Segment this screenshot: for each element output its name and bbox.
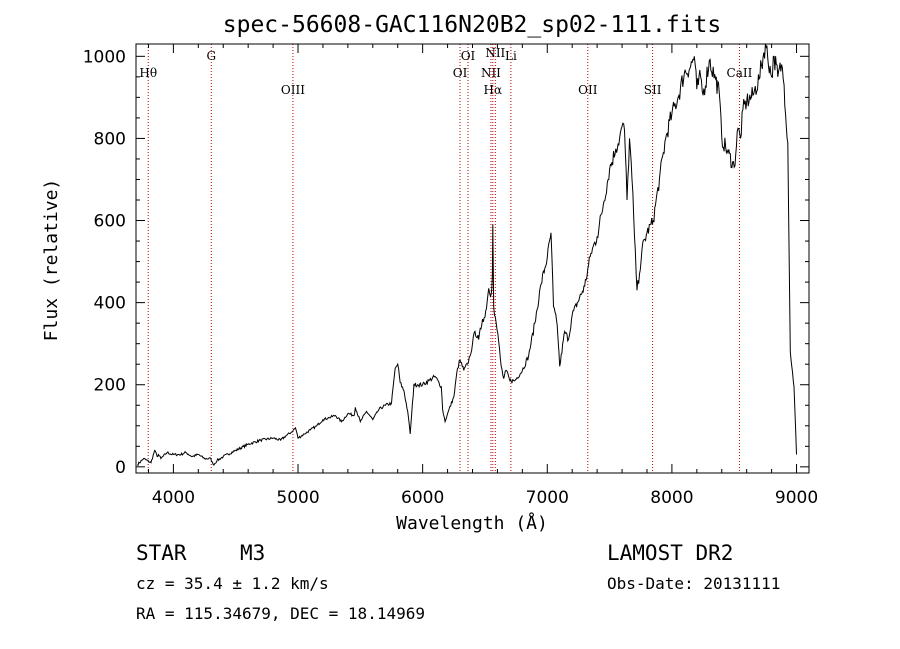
- y-axis: 0 200 400 600 800 1000: [83, 47, 809, 478]
- y-tick-label-1: 200: [94, 376, 126, 396]
- marker-label-10: SII: [644, 83, 662, 97]
- x-tick-label-1: 5000: [276, 488, 319, 508]
- coordinates: RA = 115.34679, DEC = 18.14969: [136, 604, 425, 623]
- x-tick-label-0: 4000: [152, 488, 195, 508]
- x-tick-label-3: 7000: [526, 488, 569, 508]
- x-axis-label: Wavelength (Å): [396, 512, 548, 534]
- marker-label-1: G: [206, 49, 216, 63]
- survey-name: LAMOST DR2: [607, 541, 733, 565]
- x-tick-label-2: 6000: [401, 488, 444, 508]
- x-tick-label-5: 9000: [775, 488, 818, 508]
- plot-frame: [135, 43, 810, 474]
- x-axis: 4000 5000 6000 7000 8000 9000: [147, 44, 818, 508]
- marker-label-6: Hα: [484, 83, 503, 97]
- redshift-label: cz = 35.4 ± 1.2 km/s: [136, 574, 329, 593]
- object-class: STAR: [136, 541, 187, 565]
- y-tick-label-5: 1000: [83, 47, 126, 67]
- marker-label-3: OI: [453, 66, 468, 80]
- y-tick-label-3: 600: [94, 212, 126, 232]
- marker-label-5: NII: [481, 66, 501, 80]
- y-tick-label-4: 800: [94, 129, 126, 149]
- y-tick-label-0: 0: [115, 458, 126, 478]
- chart-title: spec-56608-GAC116N20B2_sp02-111.fits: [223, 12, 722, 38]
- marker-label-2: OIII: [281, 83, 305, 97]
- marker-label-4: OI: [461, 49, 476, 63]
- y-tick-label-2: 400: [94, 294, 126, 314]
- marker-label-9: OII: [578, 83, 598, 97]
- x-tick-label-4: 8000: [650, 488, 693, 508]
- marker-label-8: Li: [505, 49, 517, 63]
- marker-label-0: Hθ: [139, 66, 157, 80]
- y-axis-label: Flux (relative): [41, 179, 62, 342]
- marker-label-7: NII: [485, 46, 505, 60]
- spectrum-line: [136, 43, 797, 467]
- obs-date: Obs-Date: 20131111: [607, 574, 780, 593]
- object-subclass: M3: [240, 541, 265, 565]
- marker-label-11: CaII: [727, 66, 753, 80]
